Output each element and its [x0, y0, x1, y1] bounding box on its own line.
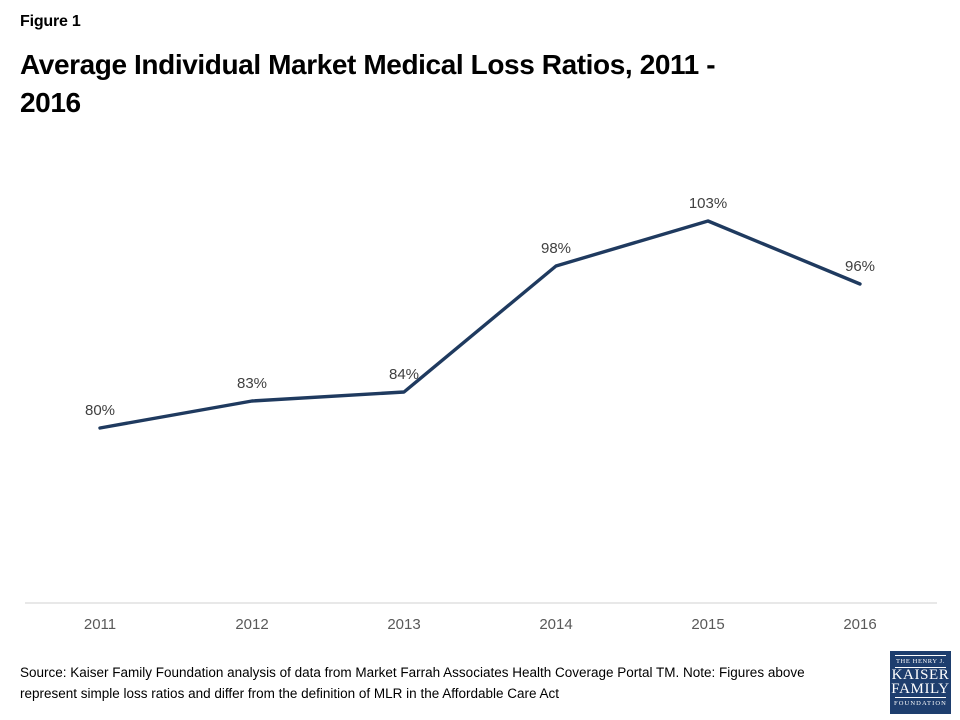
- logo-family-text: FAMILY: [891, 680, 950, 697]
- page-title-line1: Average Individual Market Medical Loss R…: [20, 49, 716, 80]
- logo-kaiser-text: KAISER: [891, 667, 950, 683]
- data-label-2013: 84%: [389, 366, 419, 383]
- logo-divider-bottom: [895, 697, 946, 698]
- source-note: Source: Kaiser Family Foundation analysi…: [20, 662, 880, 704]
- figure-label: Figure 1: [20, 13, 81, 30]
- logo-divider-top: [895, 655, 946, 656]
- page-title: Average Individual Market Medical Loss R…: [20, 46, 900, 122]
- page-title-line2: 2016: [20, 87, 81, 118]
- logo-henry-j-text: THE HENRY J.: [895, 658, 946, 665]
- source-note-line2: represent simple loss ratios and differ …: [20, 686, 560, 701]
- mlr-line-series: [98, 219, 862, 430]
- x-tick-2016: 2016: [843, 616, 876, 633]
- data-label-2012: 83%: [237, 375, 267, 392]
- x-tick-2014: 2014: [539, 616, 572, 633]
- source-note-line1: Source: Kaiser Family Foundation analysi…: [20, 665, 805, 680]
- data-label-2014: 98%: [541, 240, 571, 257]
- kff-logo: THE HENRY J. KAISER FAMILY FOUNDATION: [890, 651, 951, 714]
- x-tick-2013: 2013: [387, 616, 420, 633]
- x-tick-2015: 2015: [691, 616, 724, 633]
- x-tick-2011: 2011: [84, 616, 116, 633]
- data-label-2015: 103%: [689, 195, 727, 212]
- logo-divider-middle: [895, 667, 946, 668]
- data-label-2011: 80%: [85, 402, 115, 419]
- line-chart: 80% 2011 83% 2012 84% 2013 98% 2014 103% 2015 96% 2…: [25, 195, 937, 633]
- x-tick-2012: 2012: [235, 616, 268, 633]
- data-label-2016: 96%: [845, 258, 875, 275]
- logo-foundation-text: FOUNDATION: [894, 700, 947, 707]
